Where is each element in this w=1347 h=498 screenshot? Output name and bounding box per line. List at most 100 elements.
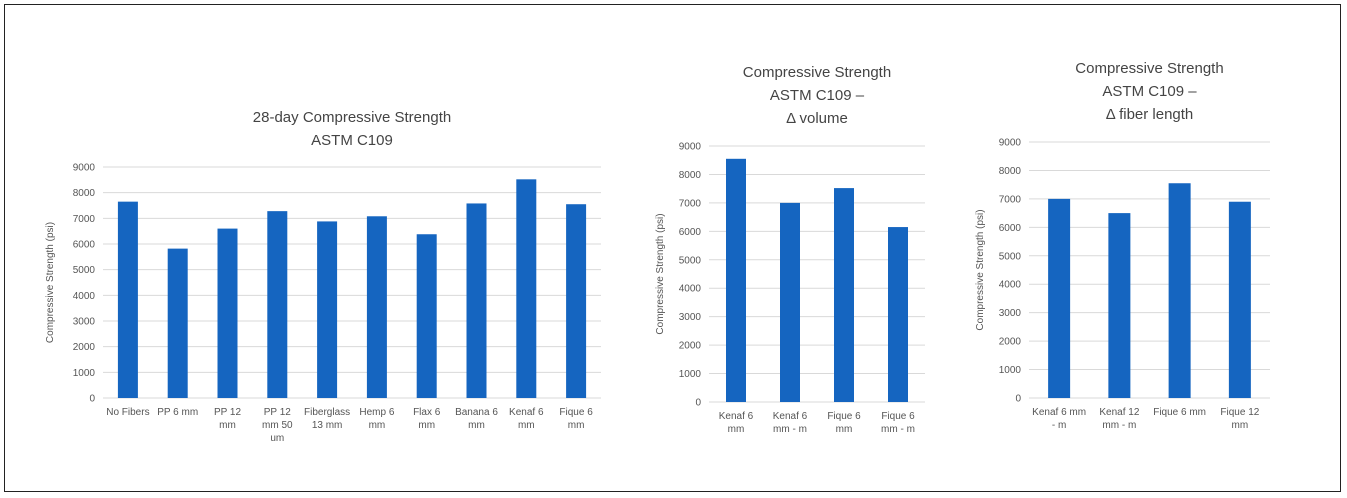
chart-title-line: Δ fiber length bbox=[1106, 106, 1194, 123]
x-tick-label-line: mm - m bbox=[881, 424, 915, 435]
y-tick-label: 9000 bbox=[679, 142, 702, 153]
x-tick-label-line: mm bbox=[369, 420, 386, 431]
bar bbox=[466, 203, 487, 398]
x-tick-label: PP 12 mm bbox=[214, 407, 241, 431]
y-tick-label: 7000 bbox=[999, 194, 1022, 205]
x-tick-label-line: Fique 12 bbox=[1220, 407, 1259, 418]
bar bbox=[366, 216, 387, 398]
x-tick-label-line: Hemp 6 bbox=[359, 407, 394, 418]
y-tick-label: 6000 bbox=[73, 240, 96, 251]
x-tick-label-line: Kenaf 12 bbox=[1099, 407, 1139, 418]
bar bbox=[167, 248, 188, 398]
x-tick-label: Kenaf 6 mm - m bbox=[1032, 407, 1086, 431]
y-tick-label: 5000 bbox=[73, 265, 96, 276]
y-tick-label: 4000 bbox=[73, 291, 96, 302]
bar bbox=[516, 179, 537, 398]
chart-delta-volume: Compressive Strength ASTM C109 – Δ volume 0… bbox=[655, 64, 925, 435]
x-tick-label: PP 6 mm bbox=[157, 407, 198, 418]
y-tick-label: 0 bbox=[89, 394, 95, 405]
x-tick-label-line: mm bbox=[728, 424, 745, 435]
x-tick-label-line: mm bbox=[518, 420, 535, 431]
y-tick-label: 5000 bbox=[679, 255, 702, 266]
x-tick-label-line: PP 12 bbox=[264, 407, 291, 418]
x-tick-label: Fique 6 mm bbox=[1153, 407, 1206, 418]
x-tick-label-line: Fique 6 bbox=[881, 411, 915, 422]
x-tick-label-line: PP 12 bbox=[214, 407, 241, 418]
chart-title-line: Δ volume bbox=[786, 110, 848, 127]
chart-title-line: Compressive Strength bbox=[743, 64, 891, 81]
bar bbox=[117, 201, 138, 398]
x-tick-label: No Fibers bbox=[106, 407, 149, 418]
x-tick-label-line: mm 50 bbox=[262, 420, 293, 431]
y-tick-label: 0 bbox=[1015, 394, 1021, 405]
x-tick-label-line: Flax 6 bbox=[413, 407, 441, 418]
y-axis-label: Compressive Strength (psi) bbox=[655, 213, 666, 334]
x-tick-label-line: mm bbox=[1232, 420, 1249, 431]
x-tick-label-line: mm bbox=[219, 420, 236, 431]
x-tick-label: Hemp 6 mm bbox=[359, 407, 394, 431]
x-tick-label: Kenaf 6 mm bbox=[509, 407, 544, 431]
chart-title: 28-day Compressive Strength ASTM C109 bbox=[253, 109, 451, 149]
chart-title-line: Compressive Strength bbox=[1075, 60, 1223, 77]
y-tick-label: 6000 bbox=[679, 227, 702, 238]
y-tick-label: 2000 bbox=[999, 337, 1022, 348]
y-tick-label: 7000 bbox=[73, 214, 96, 225]
y-tick-label: 4000 bbox=[999, 280, 1022, 291]
bar bbox=[566, 204, 587, 398]
x-tick-label: Fique 6 mm - m bbox=[881, 411, 915, 435]
y-tick-label: 5000 bbox=[999, 251, 1022, 262]
chart-delta-fiber-length: Compressive Strength ASTM C109 – Δ fiber l… bbox=[975, 60, 1270, 431]
chart-title: Compressive Strength ASTM C109 – Δ fiber l… bbox=[1075, 60, 1223, 123]
x-tick-label-line: mm bbox=[418, 420, 435, 431]
x-tick-label-line: - m bbox=[1052, 420, 1066, 431]
figure-frame: 28-day Compressive Strength ASTM C109 0 100… bbox=[4, 4, 1341, 492]
x-tick-label: Fiberglass 13 mm bbox=[304, 407, 350, 431]
chart-title-line: 28-day Compressive Strength bbox=[253, 109, 451, 126]
x-tick-label: Fique 12 mm bbox=[1220, 407, 1259, 431]
x-tick-label-line: Kenaf 6 bbox=[509, 407, 544, 418]
chart-title-line: ASTM C109 bbox=[311, 132, 393, 149]
charts-figure: 28-day Compressive Strength ASTM C109 0 100… bbox=[45, 60, 1270, 444]
x-tick-label-line: mm - m bbox=[1102, 420, 1136, 431]
x-tick-label-line: Fique 6 bbox=[827, 411, 861, 422]
y-tick-label: 8000 bbox=[73, 188, 96, 199]
y-tick-label: 8000 bbox=[679, 170, 702, 181]
bar bbox=[1168, 183, 1191, 398]
bar bbox=[726, 158, 746, 402]
x-tick-label-line: Fique 6 bbox=[559, 407, 593, 418]
y-tick-label: 2000 bbox=[679, 341, 702, 352]
bar bbox=[888, 227, 908, 402]
y-tick-label: 1000 bbox=[999, 365, 1022, 376]
x-tick-label: Fique 6 mm bbox=[827, 411, 861, 435]
y-tick-label: 0 bbox=[695, 398, 701, 409]
y-tick-label: 3000 bbox=[999, 308, 1022, 319]
x-tick-label-line: PP 6 mm bbox=[157, 407, 198, 418]
y-tick-label: 3000 bbox=[679, 312, 702, 323]
y-tick-label: 9000 bbox=[999, 138, 1022, 149]
x-tick-label-line: Kenaf 6 bbox=[719, 411, 754, 422]
y-tick-label: 7000 bbox=[679, 198, 702, 209]
bar bbox=[1048, 198, 1071, 398]
y-tick-label: 3000 bbox=[73, 317, 96, 328]
bar bbox=[1228, 201, 1251, 398]
bar bbox=[780, 202, 800, 402]
x-tick-label-line: Kenaf 6 bbox=[773, 411, 808, 422]
y-tick-label: 6000 bbox=[999, 223, 1022, 234]
y-tick-label: 1000 bbox=[679, 369, 702, 380]
x-tick-label: Banana 6 mm bbox=[455, 407, 498, 431]
y-axis-label: Compressive Strength (psi) bbox=[975, 209, 986, 330]
chart-title-line: ASTM C109 – bbox=[770, 87, 865, 104]
x-tick-label-line: mm bbox=[468, 420, 485, 431]
x-tick-label-line: 13 mm bbox=[312, 420, 343, 431]
x-tick-label: PP 12 mm 50 um bbox=[262, 407, 293, 444]
chart-title-line: ASTM C109 – bbox=[1102, 83, 1197, 100]
x-tick-label-line: mm - m bbox=[773, 424, 807, 435]
x-tick-label-line: Banana 6 bbox=[455, 407, 498, 418]
bar bbox=[416, 234, 437, 398]
x-tick-label: Kenaf 6 mm bbox=[719, 411, 754, 435]
x-tick-label: Fique 6 mm bbox=[559, 407, 593, 431]
y-tick-label: 4000 bbox=[679, 284, 702, 295]
x-tick-label-line: mm bbox=[568, 420, 585, 431]
x-tick-label: Flax 6 mm bbox=[413, 407, 441, 431]
bar bbox=[1108, 213, 1131, 398]
